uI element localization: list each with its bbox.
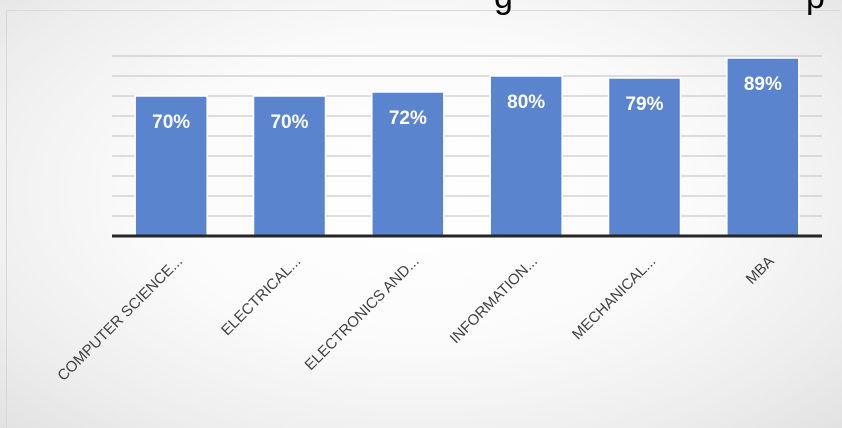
title-fragment-left: g: [494, 0, 513, 17]
category-label: MBA: [743, 253, 778, 288]
bars: [134, 57, 800, 237]
title-fragment-right: p: [806, 0, 825, 17]
gridlines: [112, 55, 822, 217]
bar: [607, 77, 682, 237]
bar-data-label: 72%: [389, 108, 427, 129]
bar-data-label: 80%: [507, 92, 545, 113]
bar: [134, 95, 208, 237]
bar: [371, 91, 445, 237]
bar-data-label: 89%: [744, 74, 782, 95]
category-label: COMPUTER SCIENCE...: [54, 253, 186, 385]
category-labels: COMPUTER SCIENCE... ELECTRICAL...ELECTRON…: [54, 253, 777, 385]
bar-data-label: 70%: [152, 112, 190, 133]
bar-data-label: 79%: [625, 94, 663, 115]
category-label: INFORMATION...: [447, 253, 541, 347]
data-labels: 70% 70% 72% 80% 79% 89%: [152, 74, 782, 133]
category-label: MECHANICAL...: [569, 253, 659, 343]
category-label: ELECTRICAL...: [218, 253, 304, 339]
category-label: ELECTRONICS AND...: [302, 253, 423, 374]
bar-data-label: 70%: [270, 112, 308, 133]
